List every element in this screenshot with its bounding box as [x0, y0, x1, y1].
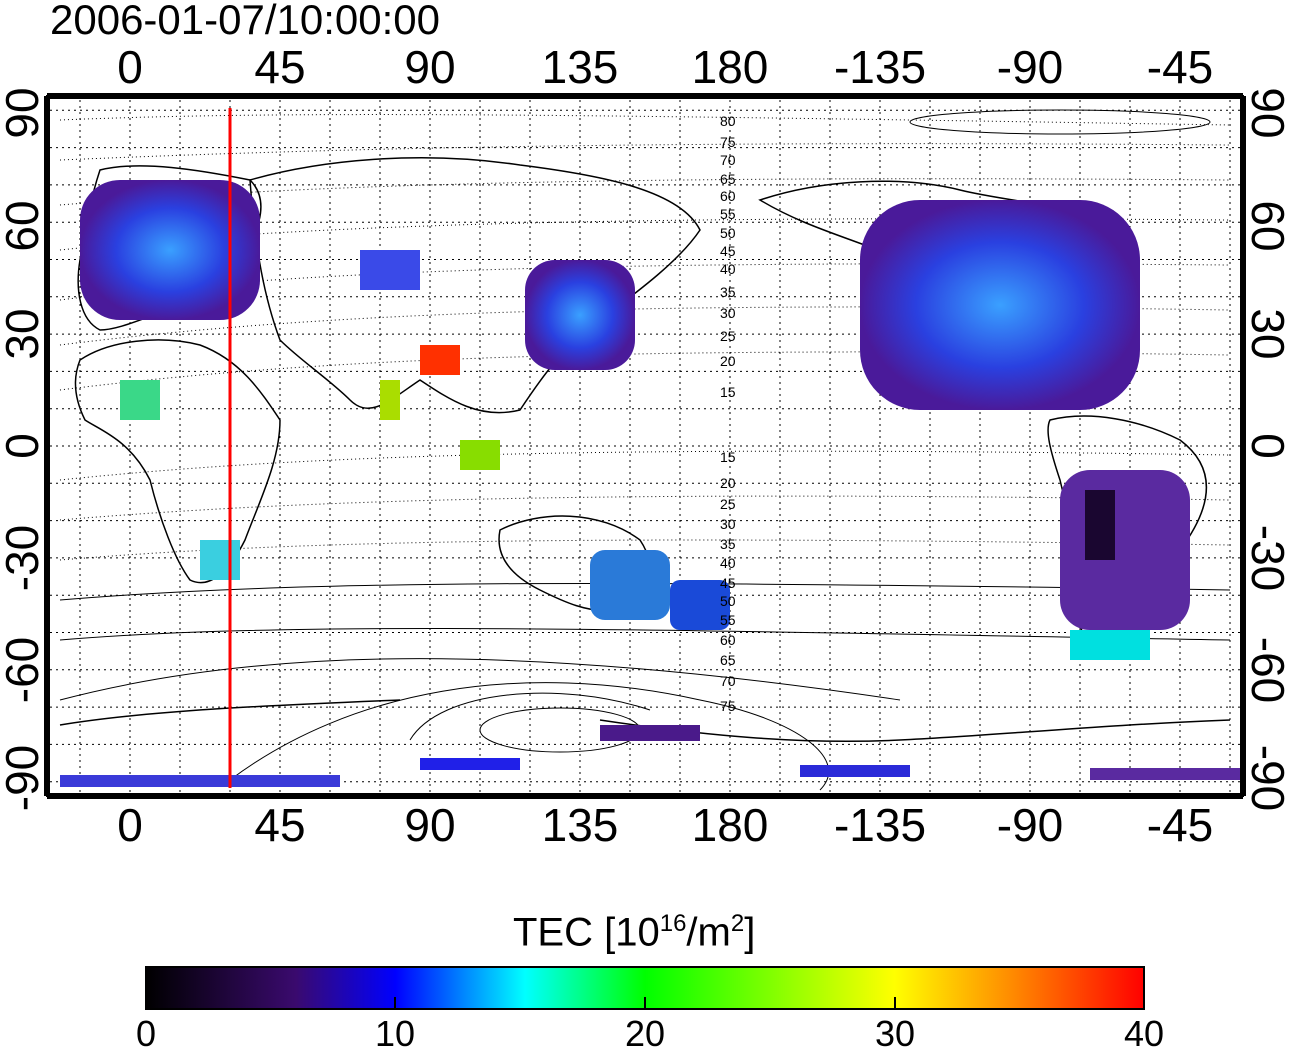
colorbar-label: TEC [1016/m2]: [513, 910, 756, 955]
bottom-lon-label: 90: [404, 799, 456, 851]
top-lon-label: -45: [1146, 41, 1214, 93]
contour-label: 15: [720, 449, 736, 465]
frame-right-bar: [1240, 96, 1246, 796]
tec-region-europe: [80, 180, 260, 320]
contour-label: 60: [720, 632, 736, 648]
top-lon-label: 90: [404, 41, 456, 93]
contour-label: 45: [720, 575, 736, 591]
frame-top-bar: [47, 93, 1243, 99]
top-lon-label: -90: [996, 41, 1064, 93]
contour-label: 30: [720, 305, 736, 321]
contour-label: 20: [720, 353, 736, 369]
tec-region-north-america: [860, 200, 1140, 410]
colorbar-tick-label: 30: [874, 1013, 916, 1054]
tec-region-new-zealand: [670, 580, 730, 630]
colorbar-tick-label: 0: [135, 1013, 157, 1054]
contour-label: 45: [720, 243, 736, 259]
frame-bottom-bar: [47, 793, 1243, 799]
tec-region-east-asia: [525, 260, 635, 370]
contour-label: 35: [720, 536, 736, 552]
tec-region-antarctic-far-east: [1090, 768, 1240, 780]
top-lon-label: 180: [691, 41, 769, 93]
contour-label: 40: [720, 261, 736, 277]
contour-label: 55: [720, 206, 736, 222]
bottom-lon-label: 135: [541, 799, 619, 851]
colorbar-tick-label: 10: [374, 1013, 416, 1054]
top-lon-label: 0: [117, 41, 143, 93]
tec-region-andes: [1085, 490, 1115, 560]
tec-region-antarctic-east: [800, 765, 910, 777]
tec-region-ross: [600, 725, 700, 741]
contour-label: 25: [720, 496, 736, 512]
tec-region-india: [380, 380, 400, 420]
tec-region-central-asia: [360, 250, 420, 290]
contour-label: 75: [720, 698, 736, 714]
contour-label: 75: [720, 134, 736, 150]
contour-label: 70: [720, 152, 736, 168]
tec-region-falklands: [1070, 630, 1150, 660]
contour-label: 20: [720, 475, 736, 491]
contour-label: 65: [720, 652, 736, 668]
top-lon-label: 45: [254, 41, 306, 93]
bottom-lon-label: 180: [691, 799, 769, 851]
contour-label: 30: [720, 516, 736, 532]
tec-region-south-africa: [200, 540, 240, 580]
tec-region-south-america: [1060, 470, 1190, 630]
tec-region-australia: [590, 550, 670, 620]
contour-label: 40: [720, 555, 736, 571]
bottom-lon-label: 45: [254, 799, 306, 851]
contour-label: 25: [720, 328, 736, 344]
tec-region-indonesia: [460, 440, 500, 470]
tec-region-antarctic-center: [420, 758, 520, 770]
tec-region-antarctic-west: [60, 775, 340, 787]
map-title: 2006-01-07/10:00:00: [50, 0, 440, 43]
contour-label: 55: [720, 612, 736, 628]
contour-label: 35: [720, 284, 736, 300]
contour-label-group: 8075706560555045403530252015152025303540…: [720, 113, 736, 714]
tec-region-west-africa: [120, 380, 160, 420]
tec-region-indochina: [420, 345, 460, 375]
contour-label: 50: [720, 225, 736, 241]
colorbar-tick-label: 20: [624, 1013, 666, 1054]
frame-left-bar: [44, 96, 50, 796]
contour-label: 70: [720, 673, 736, 689]
bottom-lon-label: -90: [996, 799, 1064, 851]
top-lon-label: 135: [541, 41, 619, 93]
contour-label: 65: [720, 171, 736, 187]
contour-label: 15: [720, 384, 736, 400]
contour-label: 80: [720, 113, 736, 129]
tec-data-layer: [60, 180, 1240, 787]
top-lon-label: -135: [833, 41, 927, 93]
contour-label: 60: [720, 188, 736, 204]
bottom-lon-label: 0: [117, 799, 143, 851]
bottom-lon-label: -45: [1146, 799, 1214, 851]
bottom-lon-label: -135: [833, 799, 927, 851]
contour-label: 50: [720, 593, 736, 609]
colorbar-tick-label: 40: [1123, 1013, 1165, 1054]
